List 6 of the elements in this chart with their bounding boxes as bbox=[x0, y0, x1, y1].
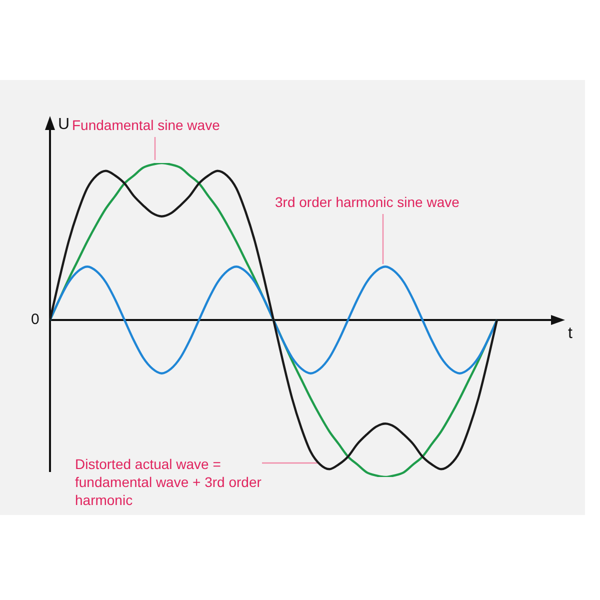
annotation: Distorted actual wave = fundamental wave + 3rd order harmonic bbox=[75, 455, 262, 509]
y-axis-title: U bbox=[58, 116, 70, 134]
text: 0 bbox=[31, 311, 40, 329]
x-axis-title: t bbox=[568, 325, 572, 343]
annotation: 3rd order harmonic sine wave bbox=[275, 193, 460, 211]
text: Fundamental sine wave bbox=[72, 116, 221, 134]
